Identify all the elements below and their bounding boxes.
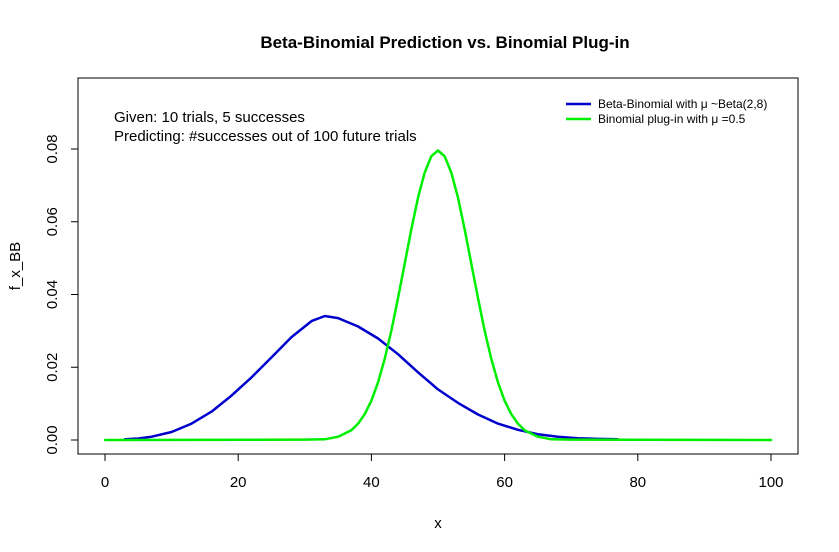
y-tick-label: 0.02 — [44, 353, 61, 382]
chart-title: Beta-Binomial Prediction vs. Binomial Pl… — [260, 33, 629, 52]
legend: Beta-Binomial with μ ~Beta(2,8) Binomial… — [566, 97, 767, 126]
series-line-1 — [103, 149, 773, 442]
series-line-0 — [123, 314, 620, 441]
y-tick-label: 0.04 — [44, 280, 61, 309]
x-tick-label: 80 — [629, 474, 646, 491]
y-tick-label: 0.06 — [44, 207, 61, 236]
legend-label-beta-binomial: Beta-Binomial with μ ~Beta(2,8) — [598, 97, 767, 111]
x-tick-label: 20 — [230, 474, 247, 491]
x-tick-label: 60 — [496, 474, 513, 491]
y-axis: 0.00 0.02 0.04 0.06 0.08 — [44, 134, 79, 455]
annotations: Given: 10 trials, 5 successes Predicting… — [114, 109, 417, 145]
annotation-given: Given: 10 trials, 5 successes — [114, 109, 305, 126]
x-axis-label: x — [434, 515, 442, 532]
x-tick-label: 0 — [101, 474, 109, 491]
x-tick-label: 40 — [363, 474, 380, 491]
y-tick-label: 0.00 — [44, 425, 61, 454]
x-axis: 0 20 40 60 80 100 — [101, 453, 784, 491]
y-axis-label: f_x_BB — [7, 242, 24, 290]
annotation-predicting: Predicting: #successes out of 100 future… — [114, 128, 417, 145]
y-tick-label: 0.08 — [44, 134, 61, 163]
x-tick-label: 100 — [758, 474, 783, 491]
legend-label-binomial: Binomial plug-in with μ =0.5 — [598, 112, 746, 126]
